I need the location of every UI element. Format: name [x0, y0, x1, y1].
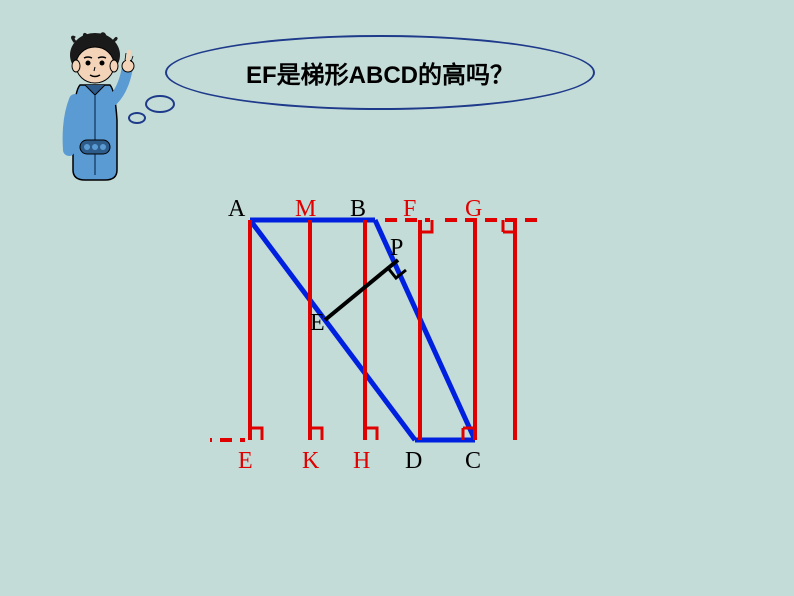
label-f-top: F	[403, 196, 416, 223]
geometry-diagram: A M B F G P E E K H D C	[210, 190, 590, 490]
bubble-tail-large	[145, 95, 175, 113]
label-e-bot: E	[238, 448, 253, 475]
speech-bubble: EF是梯形ABCD的高吗？	[165, 35, 595, 110]
label-e-mid: E	[310, 310, 325, 337]
label-a: A	[228, 196, 245, 223]
label-h: H	[353, 448, 370, 475]
label-d: D	[405, 448, 422, 475]
label-b: B	[350, 196, 366, 223]
character-boy	[45, 30, 145, 190]
label-m: M	[295, 196, 316, 223]
label-k: K	[302, 448, 319, 475]
question-text: EF是梯形ABCD的高吗？	[246, 55, 514, 90]
label-g: G	[465, 196, 482, 223]
label-c: C	[465, 448, 481, 475]
label-p: P	[390, 235, 403, 262]
bubble-tail-small	[128, 112, 146, 124]
